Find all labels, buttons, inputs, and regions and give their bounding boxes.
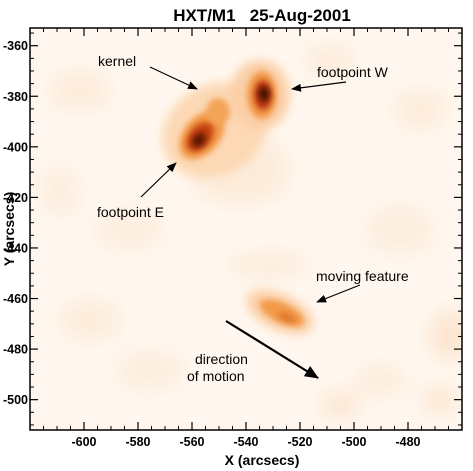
- x-tick-label: -600: [71, 435, 96, 449]
- y-tick-label: -480: [3, 343, 28, 357]
- x-tick-label: -580: [125, 435, 150, 449]
- annotations: kernel footpoint W footpoint E moving fe…: [97, 53, 409, 384]
- x-axis-ticks: -600 -580 -560 -540 -520 -500 -480: [43, 28, 449, 449]
- annotation-footpoint-e: footpoint E: [97, 204, 164, 220]
- arrow-footpoint-e: [140, 162, 177, 198]
- solar-xray-image: [30, 28, 462, 430]
- y-tick-label: -420: [3, 191, 28, 205]
- x-tick-label: -540: [233, 435, 258, 449]
- arrow-footpoint-w: [291, 81, 347, 92]
- annotation-kernel: kernel: [98, 53, 136, 69]
- y-tick-label: -380: [3, 90, 28, 104]
- y-axis-ticks: -360 -380 -400 -420 -440 -460 -480 -500: [3, 32, 462, 426]
- diffuse-emission: [40, 45, 462, 417]
- moving-feature-emission: [246, 289, 314, 335]
- x-tick-label: -520: [287, 435, 312, 449]
- y-tick-label: -360: [3, 39, 28, 53]
- x-tick-label: -480: [395, 435, 420, 449]
- annotation-direction-line2: of motion: [187, 368, 245, 384]
- annotation-direction-line1: direction: [195, 351, 248, 367]
- x-axis-label: X (arcsecs): [225, 452, 300, 468]
- x-tick-label: -500: [341, 435, 366, 449]
- arrow-moving-feature: [316, 284, 361, 303]
- chart-title: HXT/M1 25-Aug-2001: [173, 6, 351, 25]
- y-axis-label: Y (arcsecs): [1, 192, 17, 266]
- annotation-moving-feature: moving feature: [316, 268, 409, 284]
- y-tick-label: -460: [3, 292, 28, 306]
- y-tick-label: -400: [3, 140, 28, 154]
- x-tick-label: -560: [179, 435, 204, 449]
- y-tick-label: -500: [3, 393, 28, 407]
- arrow-direction-of-motion: [225, 320, 319, 379]
- y-tick-label: -440: [3, 241, 28, 255]
- arrow-kernel: [149, 66, 198, 90]
- flare-source: [162, 60, 290, 178]
- annotation-footpoint-w: footpoint W: [317, 64, 389, 80]
